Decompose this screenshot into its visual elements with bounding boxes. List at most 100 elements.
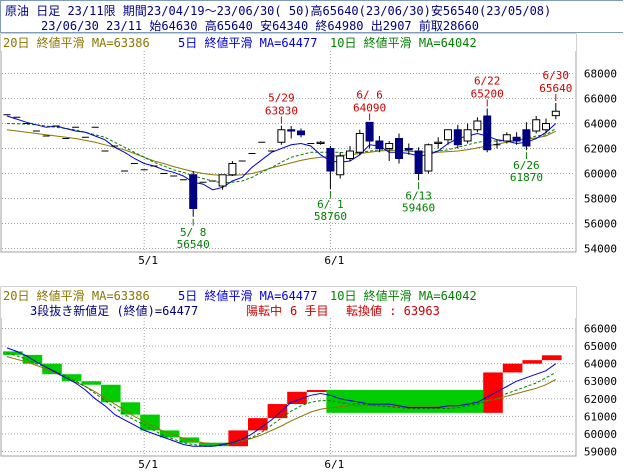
- down-bar: [120, 402, 141, 415]
- candle-down: [395, 138, 403, 159]
- down-bar: [159, 430, 180, 438]
- annotation-date: 6/ 6: [356, 88, 383, 101]
- candle-up: [355, 133, 364, 153]
- candle-up: [346, 150, 354, 159]
- top-y-axis: 54000 56000 58000 60000 62000 64000 66000 68000: [584, 68, 617, 256]
- down-bar: [81, 381, 101, 385]
- x-tick-label: 5/1: [138, 254, 158, 267]
- candle-down: [512, 136, 521, 142]
- candle-down: [297, 130, 305, 136]
- down-bar: [140, 414, 160, 431]
- y-tick-label: 60000: [584, 428, 617, 441]
- ma10-line: [6, 352, 557, 447]
- candle-down: [375, 140, 384, 149]
- candle-down: [189, 174, 198, 209]
- kagi-state: 陽転中: [246, 303, 282, 318]
- candlesticks: [3, 103, 560, 217]
- annotation-date: 6/ 1: [317, 198, 344, 211]
- x-tick-label: 5/1: [138, 458, 158, 471]
- candle-up: [228, 163, 237, 176]
- bottom-legend-ma20: 20日 終値平滑 MA=63386: [3, 288, 150, 303]
- y-tick-label: 62000: [584, 393, 617, 406]
- y-tick-label: 63000: [584, 375, 617, 388]
- top-legend-ma5: 5日 終値平滑 MA=64477: [178, 35, 317, 50]
- y-tick-label: 58000: [584, 193, 617, 206]
- candle-down: [404, 148, 413, 151]
- annotation-date: 6/30: [543, 69, 570, 82]
- annotation-price: 63830: [265, 105, 298, 118]
- top-legend-ma20: 20日 終値平滑 MA=63386: [3, 35, 150, 50]
- down-bar: [101, 384, 121, 403]
- y-tick-label: 61000: [584, 410, 617, 423]
- header-panel: 原油 日足 23/11限 期間23/04/19～23/06/30( 50)高65…: [0, 0, 623, 33]
- candle-up: [542, 123, 550, 131]
- y-tick-label: 62000: [584, 143, 617, 156]
- candle-up: [434, 141, 443, 144]
- candle-down: [287, 129, 296, 132]
- top-legend-ma10: 10日 終値平滑 MA=64042: [330, 35, 477, 50]
- kagi-switch: 転換値 : 63963: [346, 303, 440, 318]
- up-bar: [267, 404, 288, 419]
- x-tick-label: 6/1: [324, 458, 344, 471]
- bottom-legend-bar: [1, 287, 576, 318]
- candle-up: [551, 110, 560, 117]
- annotation-date: 6/13: [405, 189, 432, 202]
- y-tick-label: 59000: [584, 445, 617, 458]
- candle-up: [532, 119, 541, 132]
- down-bar: [3, 351, 23, 355]
- candle-up: [444, 129, 452, 141]
- annotation-price: 64090: [353, 101, 386, 114]
- ma20-line: [6, 129, 557, 176]
- up-bar: [542, 355, 562, 361]
- candle-down: [365, 121, 374, 142]
- annotation-date: 5/ 8: [180, 226, 207, 239]
- header-line-2: 23/06/30 23/11 始64630 高65640 安64340 終649…: [41, 19, 480, 33]
- ma5-line: [6, 347, 557, 447]
- up-bar: [248, 418, 268, 431]
- y-tick-label: 54000: [584, 243, 617, 256]
- header-line-1: 原油 日足 23/11限 期間23/04/19～23/06/30( 50)高65…: [5, 4, 552, 18]
- candle-up: [424, 144, 433, 172]
- y-tick-label: 66000: [584, 323, 617, 336]
- candle-up: [218, 174, 227, 187]
- annotation-date: 6/22: [474, 75, 501, 88]
- y-tick-label: 65000: [584, 340, 617, 353]
- down-bar: [61, 374, 82, 382]
- kagi-label: 3段抜き新値足 (終値)=64477: [30, 303, 198, 318]
- down-bar: [199, 442, 229, 447]
- bottom-ma-lines: [6, 347, 557, 447]
- candle-up: [463, 129, 472, 142]
- y-tick-label: 64000: [584, 358, 617, 371]
- y-tick-label: 56000: [584, 218, 617, 231]
- candle-up: [336, 155, 345, 176]
- top-x-axis: 5/1 6/1: [138, 254, 344, 267]
- candle-down: [522, 129, 531, 147]
- annotation-price: 59460: [402, 201, 435, 214]
- candle-up: [473, 120, 482, 131]
- bottom-y-axis: 59000 60000 61000 62000 63000 64000 65000 66000: [584, 323, 617, 459]
- annotation-date: 5/29: [268, 92, 295, 105]
- y-tick-label: 66000: [584, 93, 617, 106]
- candle-down: [326, 148, 335, 172]
- candle-down: [414, 150, 423, 174]
- y-tick-label: 64000: [584, 118, 617, 131]
- candle-up: [385, 143, 394, 149]
- candle-up: [316, 141, 325, 144]
- kagi-count: 6 手目: [290, 304, 328, 318]
- down-bar: [42, 363, 62, 375]
- up-bar: [287, 391, 307, 405]
- up-bar: [502, 363, 523, 373]
- bottom-x-axis: 5/1 6/1: [138, 458, 344, 471]
- annotation-price: 58760: [314, 210, 347, 223]
- x-tick-label: 6/1: [324, 254, 344, 267]
- candle-down: [453, 129, 462, 146]
- bottom-legend-ma5: 5日 終値平滑 MA=64477: [178, 288, 317, 303]
- annotation-date: 6/26: [513, 159, 540, 172]
- ma10-line: [6, 123, 557, 184]
- annotation-price: 65640: [539, 82, 572, 95]
- down-bar: [326, 390, 484, 413]
- annotation-price: 56540: [177, 238, 210, 251]
- bottom-legend-ma10: 10日 終値平滑 MA=64042: [330, 288, 477, 303]
- candle-down: [483, 115, 492, 151]
